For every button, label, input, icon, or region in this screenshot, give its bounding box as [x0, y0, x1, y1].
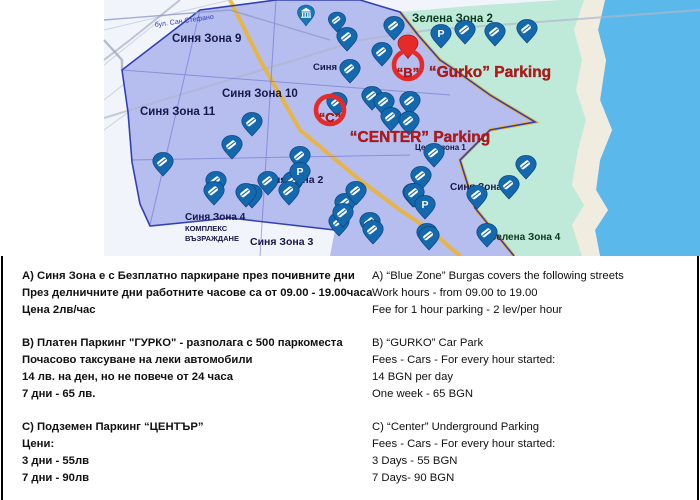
svg-text:ВЪЗРАЖДАНЕ: ВЪЗРАЖДАНЕ: [185, 234, 239, 243]
svg-text:“Gurko” Parking: “Gurko” Parking: [429, 64, 551, 81]
svg-text:Синя Зона 4: Синя Зона 4: [185, 212, 246, 223]
svg-text:Синя Зона 11: Синя Зона 11: [140, 106, 216, 118]
svg-text:Зелена Зона 2: Зелена Зона 2: [412, 13, 493, 25]
svg-text:Синя Зона 3: Синя Зона 3: [250, 236, 314, 248]
svg-text:“C”: “C”: [319, 110, 341, 125]
svg-text:“CENTER” Parking: “CENTER” Parking: [350, 129, 490, 146]
svg-text:КОМПЛЕКС: КОМПЛЕКС: [185, 224, 228, 233]
svg-text:Синя Зона 10: Синя Зона 10: [222, 88, 298, 100]
svg-text:Зелена Зона 4: Зелена Зона 4: [490, 232, 561, 243]
svg-text:“B”: “B”: [397, 65, 419, 80]
svg-text:Синя Зона 9: Синя Зона 9: [172, 33, 241, 45]
